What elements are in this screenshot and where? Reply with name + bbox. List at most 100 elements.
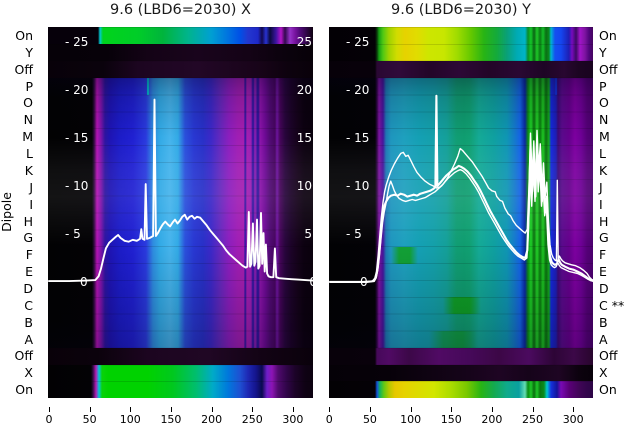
dipole-row-label-left: G: [23, 230, 33, 246]
x-axis-tick: [573, 407, 575, 412]
x-axis-tick-label: 100: [400, 413, 422, 426]
inner-tick-label-left: - 20: [346, 83, 370, 97]
x-axis-tick: [252, 407, 254, 412]
x-axis-tick: [532, 407, 534, 412]
x-axis-tick-label: 250: [241, 413, 263, 426]
heatmap-band: [48, 27, 313, 44]
heatmap-band: [329, 381, 593, 398]
x-axis-tick: [491, 407, 493, 412]
x-axis-tick: [130, 407, 132, 412]
heatmap-band: [48, 78, 313, 348]
x-axis-tick-label: 250: [522, 413, 544, 426]
dipole-row-label-left: I: [29, 196, 33, 212]
dipole-row-label-right: P: [599, 78, 607, 94]
inner-tick-label-left: - 10: [346, 179, 370, 193]
heatmap-band: [329, 61, 593, 78]
dipole-row-label-right: O: [599, 95, 609, 111]
inner-tick-label-left: - 25: [346, 35, 370, 49]
dipole-row-label-left: On: [15, 28, 33, 43]
inner-tick-label-left: - 5: [65, 227, 81, 241]
dipole-row-label-right: D: [599, 280, 609, 296]
heatmap-band: [48, 348, 313, 365]
inner-tick-label-right: 25: [296, 35, 312, 49]
dipole-row-label-left: On: [15, 382, 33, 398]
x-axis-tick: [49, 407, 50, 412]
inner-tick-label-left: - 15: [346, 131, 370, 145]
x-axis-tick-label: 50: [82, 413, 97, 426]
dipole-row-label-right: B: [599, 314, 608, 330]
x-axis-tick-label: 300: [562, 413, 584, 426]
dipole-row-label-right: L: [599, 146, 606, 162]
dipole-row-label-left: A: [24, 331, 33, 347]
dipole-row-label-left: M: [22, 129, 33, 145]
inner-tick-label-left: - 15: [65, 131, 89, 145]
dipole-row-label-left: X: [24, 365, 33, 381]
dipole-row-label-left: B: [24, 314, 33, 330]
inner-tick-label-left: - 20: [65, 83, 89, 97]
dipole-row-label-left: Y: [25, 44, 33, 60]
dipole-row-label-right: Off: [599, 61, 618, 77]
x-axis-tick: [292, 407, 294, 412]
dipole-row-label-left: F: [25, 247, 33, 263]
heatmap-band: [48, 61, 313, 78]
dipole-row-label-left: N: [23, 112, 33, 128]
inner-tick-label-left: - 25: [65, 35, 89, 49]
dipole-row-label-right: I: [599, 196, 603, 212]
dipole-row-label-right: X: [599, 365, 608, 381]
dipole-row-label-right: Y: [599, 44, 607, 60]
x-axis-tick: [211, 407, 213, 412]
x-axis-tick-label: 300: [282, 413, 304, 426]
x-axis-tick-label: 100: [119, 413, 141, 426]
x-axis-tick-label: 200: [481, 413, 503, 426]
x-axis-tick-label: 0: [325, 413, 333, 426]
dipole-row-label-left: Off: [14, 61, 33, 77]
x-axis-tick: [170, 407, 172, 412]
inner-tick-label-right: 20: [296, 83, 312, 97]
x-axis-tick-label: 0: [45, 413, 53, 426]
heatmap-panel-y: - 25 - 20 - 15 - 10 - 5 0: [329, 27, 593, 398]
dipole-row-label-right: N: [599, 112, 609, 128]
dipole-row-label-right: Off: [599, 348, 618, 364]
heatmap-panel-x: - 25 25 - 20 20 - 15 15 - 10 10 - 5 5 0 0: [48, 27, 313, 398]
curve-overlay: [48, 98, 313, 283]
x-axis-tick-label: 200: [201, 413, 223, 426]
row-grid-overlay: [329, 27, 593, 398]
profile-x-curve: [48, 98, 313, 283]
inner-tick-label-right: 5: [304, 227, 312, 241]
heatmap-band: [48, 44, 313, 61]
panel-y-title: 9.6 (LBD6=2030) Y: [391, 2, 531, 18]
dipole-row-label-left: Off: [14, 348, 33, 364]
heatmap-blob: [429, 331, 477, 348]
profile-y-upper-curve: [329, 129, 593, 283]
dipole-row-label-left: L: [26, 146, 33, 162]
heatmap-blob: [147, 78, 149, 95]
profile-y-lower-curve: [329, 155, 593, 283]
dipole-row-label-left: C: [24, 297, 33, 313]
dipole-row-label-right: On: [599, 28, 617, 43]
x-axis-tick: [451, 407, 453, 412]
dipole-row-label-right: F: [599, 247, 607, 263]
dipole-row-label-right: On: [599, 382, 617, 398]
heatmap-band: [329, 27, 593, 61]
dipole-row-label-right: E: [599, 264, 607, 280]
dipole-row-label-left: D: [23, 280, 33, 296]
profile-y-main-curve: [329, 94, 593, 284]
dipole-row-label-right: H: [599, 213, 609, 229]
x-axis-tick: [329, 407, 331, 412]
x-axis-tick-label: 50: [362, 413, 377, 426]
dipole-row-label-right: K: [599, 162, 608, 178]
heatmap-band: [329, 348, 593, 365]
dipole-row-label-right: M: [599, 129, 610, 145]
dipole-row-label-right: A: [599, 331, 608, 347]
heatmap-blob: [443, 297, 481, 314]
dipole-row-label-right: C **: [599, 297, 625, 313]
inner-tick-label-right: 0: [309, 276, 313, 289]
dipole-row-label-left: P: [25, 78, 33, 94]
inner-tick-label-right: 10: [296, 179, 312, 193]
dipole-row-label-right: G: [599, 230, 609, 246]
dipole-row-label-left: J: [29, 179, 33, 195]
heatmap-blob: [391, 247, 418, 264]
dipole-row-label-left: K: [24, 162, 33, 178]
panel-x-title: 9.6 (LBD6=2030) X: [110, 2, 251, 18]
inner-tick-label-right: 15: [296, 131, 312, 145]
